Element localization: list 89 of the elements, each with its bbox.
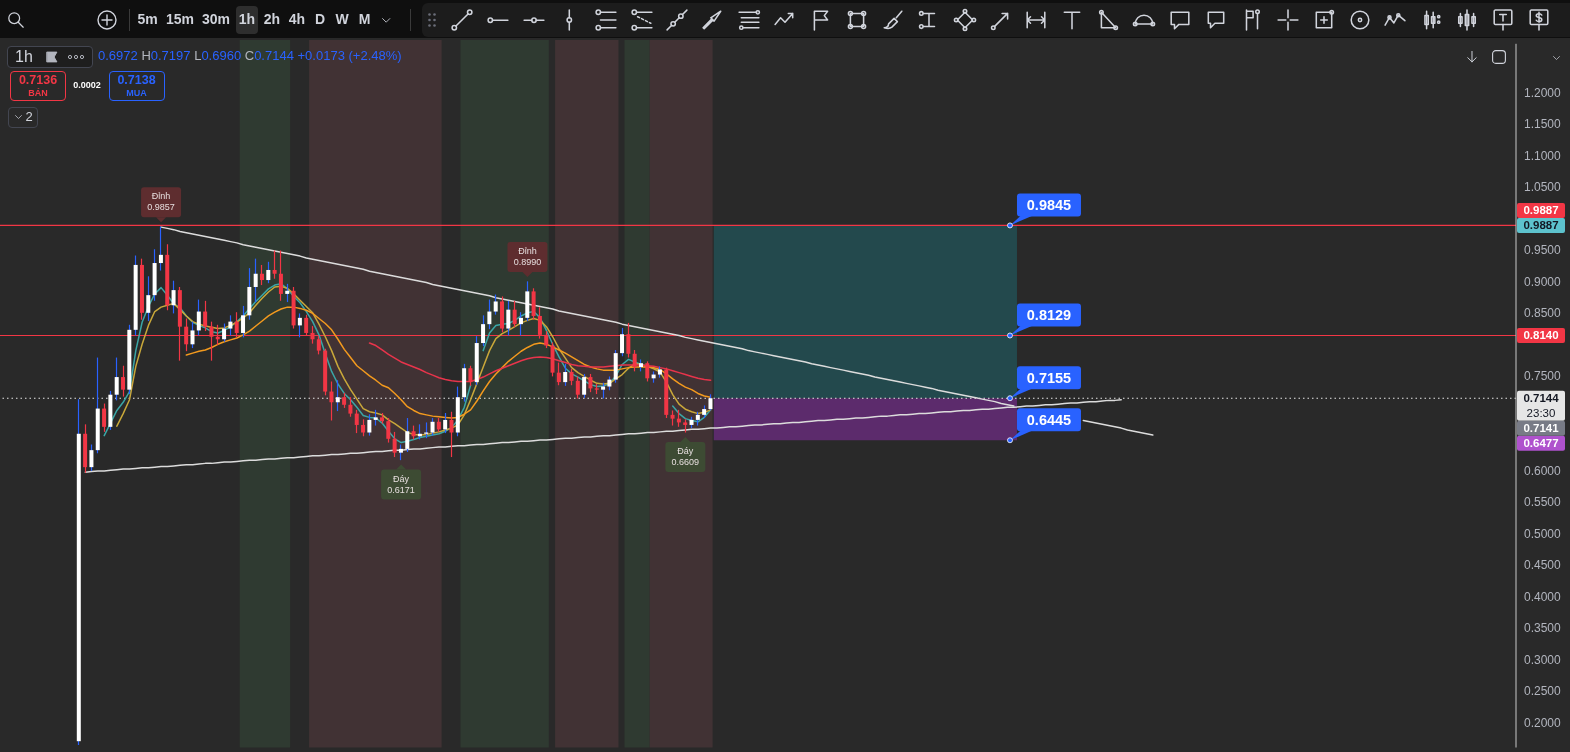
chart-subtitle: 0.6972 H0.7197 L0.6960 C0.7144 +0.0173 (+2.48%) xyxy=(98,47,402,63)
candlestick xyxy=(259,264,264,286)
annotation: 0.7155 xyxy=(1026,369,1072,386)
candlestick xyxy=(575,376,580,399)
chart-title: 1h xyxy=(15,47,33,66)
candlestick xyxy=(146,276,151,321)
text: 0.7141 xyxy=(1523,422,1560,435)
annotation: 0.8129 xyxy=(1026,306,1072,323)
text: BÁN xyxy=(28,88,48,99)
candlestick xyxy=(297,313,302,338)
candlestick xyxy=(405,418,410,452)
candlestick xyxy=(354,409,359,434)
text: D xyxy=(314,11,326,28)
y-tick-label: 0.4500 xyxy=(1524,558,1562,573)
annotation: Đáy 0.6609 xyxy=(671,445,700,467)
y-tick-label: 0.2500 xyxy=(1524,684,1562,699)
annotation: Đáy 0.6171 xyxy=(387,473,415,495)
y-tick-label: 0.5500 xyxy=(1524,495,1562,510)
candlestick xyxy=(487,299,492,330)
candlestick xyxy=(582,373,587,398)
y-tick-label: 0.4000 xyxy=(1524,589,1562,604)
y-tick-label: 1.2000 xyxy=(1524,85,1562,100)
y-tick-label: 0.9500 xyxy=(1524,243,1562,258)
ref-line-label: 0.9887 xyxy=(1523,204,1559,217)
annotation: 0.0002 xyxy=(73,80,101,91)
ref-line-label: 0.8140 xyxy=(1523,329,1559,342)
candlestick xyxy=(443,413,448,434)
candlestick xyxy=(335,380,340,412)
candlestick xyxy=(203,300,208,332)
text: 0.9887 xyxy=(1523,219,1559,232)
candlestick xyxy=(158,226,163,271)
annotation: Đỉnh 0.9857 xyxy=(147,191,175,213)
text: 1h xyxy=(238,11,256,28)
candlestick xyxy=(272,250,277,279)
text: 30m xyxy=(201,11,231,28)
text: 15m xyxy=(165,11,195,28)
candlestick xyxy=(620,327,625,357)
annotation: 0.9845 xyxy=(1026,196,1072,213)
candlestick xyxy=(253,258,258,303)
y-tick-label: 0.5000 xyxy=(1524,526,1562,541)
candlestick xyxy=(632,350,637,372)
candlestick xyxy=(121,365,126,397)
candlestick xyxy=(196,299,201,336)
text: 5m xyxy=(137,11,158,28)
y-tick-label: 0.6000 xyxy=(1524,463,1562,478)
y-tick-label: 1.1500 xyxy=(1524,117,1562,132)
y-tick-label: 0.2000 xyxy=(1524,715,1562,730)
annotation: Đỉnh 0.8990 xyxy=(513,245,542,267)
candlestick xyxy=(506,300,511,336)
candlestick xyxy=(228,315,233,336)
candlestick xyxy=(392,431,397,458)
y-tick-label: 1.1000 xyxy=(1524,148,1562,163)
candlestick xyxy=(89,444,94,471)
annotation: MUA xyxy=(126,88,147,99)
candlestick xyxy=(386,418,391,443)
text: 2 xyxy=(25,108,33,125)
y-tick-label: 1.0500 xyxy=(1524,180,1562,195)
text: M xyxy=(358,11,371,28)
y-tick-label: 0.3500 xyxy=(1524,621,1562,636)
candlestick xyxy=(171,280,176,314)
candlestick xyxy=(266,261,271,284)
y-tick-label: 0.9000 xyxy=(1524,274,1562,289)
annotation: 0.7138 xyxy=(117,73,156,88)
candlestick xyxy=(102,403,107,432)
candlestick xyxy=(556,362,561,386)
candlestick xyxy=(512,300,517,328)
candlestick xyxy=(329,381,334,421)
text: 2h xyxy=(263,11,281,28)
candlestick xyxy=(190,321,195,349)
candlestick xyxy=(493,294,498,315)
ref-line-label: 0.7144 xyxy=(1523,392,1560,405)
candlestick xyxy=(481,315,486,347)
y-tick-label: 0.3000 xyxy=(1524,652,1562,667)
candlestick xyxy=(241,305,246,338)
y-tick-label: 0.7500 xyxy=(1524,369,1562,384)
candlestick xyxy=(278,250,283,301)
text: 23:30 xyxy=(1526,407,1556,420)
text: 0.7136 xyxy=(18,73,58,88)
candlestick xyxy=(518,312,523,336)
text: W xyxy=(335,11,349,28)
candlestick xyxy=(367,414,372,436)
y-tick-label: 0.8500 xyxy=(1524,306,1562,321)
text: 0.6477 xyxy=(1523,437,1559,450)
candlestick xyxy=(348,397,353,417)
candlestick xyxy=(114,357,119,401)
text: 4h xyxy=(288,11,306,28)
candlestick xyxy=(449,411,454,458)
annotation: 0.6445 xyxy=(1026,411,1072,428)
candlestick xyxy=(563,363,568,386)
